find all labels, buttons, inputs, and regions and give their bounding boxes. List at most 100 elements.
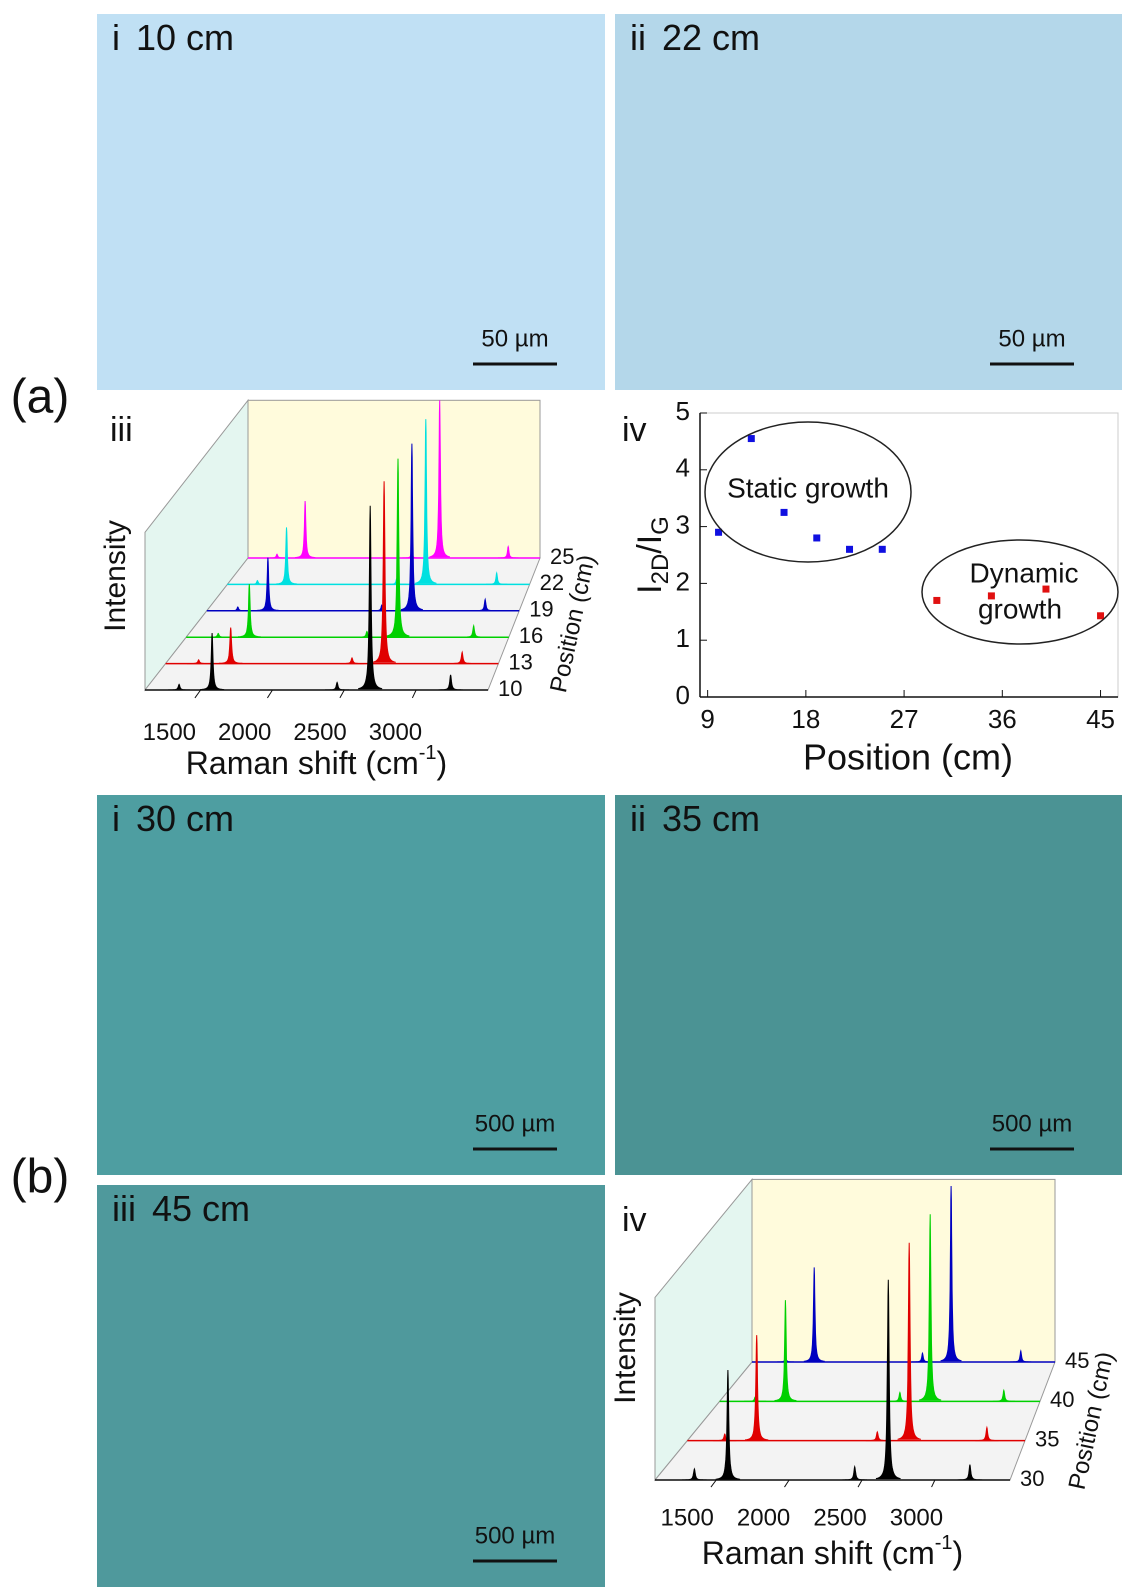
annotation: Static growth [727,472,889,503]
x-tick [339,689,345,699]
spectrum-peak [226,606,249,612]
annotation: growth [978,593,1062,624]
spectrum-peak [340,656,364,665]
x-tick [784,1479,790,1488]
y-tick-label: 2 [676,566,690,596]
panel-position: 45 cm [152,1188,250,1229]
x-tick [857,1479,863,1488]
x-tick-label: 9 [700,704,714,734]
spectrum-peak [246,579,268,585]
spectrum-peak [875,1279,901,1480]
spectrum-peak [919,1214,942,1401]
spectrum-peak [414,419,437,584]
spectrum-peak [897,1242,922,1440]
spectrum-peak [992,1388,1015,1402]
panel-caption: ii 22 cm [630,17,760,58]
data-point [780,508,788,516]
data-point [747,435,755,443]
x-axis-label-part: -1 [419,742,437,764]
spectrum-peak [745,1335,769,1441]
spectrum-peak [218,627,243,664]
x-tick-label: 1500 [143,719,196,746]
chart-panel-label: iii [110,411,133,449]
data-point [878,545,886,553]
panel-position: 10 cm [136,17,234,58]
scale-bar-label: 500 µm [992,1110,1073,1137]
panel-caption: ii 35 cm [630,798,760,839]
data-point [1042,585,1050,593]
x-axis-label-part: ) [953,1535,964,1571]
y-tick-label: 4 [676,453,690,483]
x-tick-label: 2000 [218,719,271,746]
data-point [846,545,854,553]
chart-panel-label: iv [622,411,647,449]
chart-panel-label: iv [622,1201,647,1239]
z-tick-label: 30 [1020,1466,1044,1491]
x-tick-label: 3000 [890,1504,943,1531]
x-tick [194,689,202,699]
x-tick-label: 45 [1086,704,1115,734]
x-tick [931,1479,936,1488]
x-axis-label: Raman shift (cm-1) [702,1532,963,1571]
spectrum-peak [450,650,474,664]
x-tick [266,689,273,699]
panel-caption: i 30 cm [112,798,234,839]
y-axis-label-part: /I [631,535,669,554]
y-tick-label: 1 [676,623,690,653]
y-axis-label-part: I [631,584,669,593]
y-axis-label: I2D/IG [631,516,674,594]
data-point [1097,612,1105,620]
spectrum-peak [386,458,410,637]
spectrum-peak [774,1300,797,1402]
spectrum-peak [355,630,379,638]
spectrum-peak [715,1369,741,1480]
z-tick-label: 45 [1065,1348,1089,1373]
spectrum-peak [486,571,508,585]
spectrum-peak [358,505,383,690]
scale-bar-label: 50 µm [998,325,1065,352]
spectrum-peak [372,481,396,663]
annotation: Dynamic [970,557,1079,588]
x-axis-label-part: Raman shift (cm [702,1535,935,1571]
spectrum-peak [474,597,497,612]
spectrum-peak [1010,1349,1032,1363]
data-point [987,592,995,600]
z-tick-label: 25 [550,544,574,569]
data-point [813,534,821,542]
spectrum-peak [497,545,519,559]
panel-position: 22 cm [662,17,760,58]
spectrum-peak [975,1425,999,1442]
spectrum-peak [713,1433,737,1442]
micrograph [97,1185,605,1587]
x-tick-label: 36 [988,704,1017,734]
x-tick-label: 27 [890,704,919,734]
spectrum-peak [294,500,316,559]
spectrum-peak [400,443,423,611]
spectrum-peak [370,604,393,612]
x-tick-label: 1500 [660,1504,713,1531]
spectrum-peak [803,1267,825,1362]
panel-label: iii [112,1188,136,1229]
z-tick-label: 19 [529,597,553,622]
spectrum-peak [429,400,450,558]
x-axis-label-part: Raman shift (cm [186,745,419,781]
scale-bar-label: 500 µm [475,1110,556,1137]
panel-position: 30 cm [136,798,234,839]
x-tick-label: 2500 [293,719,346,746]
panel-label: ii [630,17,646,58]
y-tick-label: 3 [676,509,690,539]
x-tick [411,689,417,699]
y-tick-label: 0 [676,680,690,710]
micrograph [615,795,1122,1175]
x-tick-label: 2500 [813,1504,866,1531]
micrograph [97,795,605,1175]
y-axis-label-part: 2D [647,554,674,585]
back-wall [751,1178,1056,1363]
z-tick-label: 16 [519,623,543,648]
z-tick-label: 35 [1035,1426,1059,1451]
panel-label: i [112,17,120,58]
z-tick-label: 10 [498,676,522,701]
panel-label: i [112,798,120,839]
spectrum-peak [940,1185,962,1362]
spectrum-peak [256,557,279,611]
